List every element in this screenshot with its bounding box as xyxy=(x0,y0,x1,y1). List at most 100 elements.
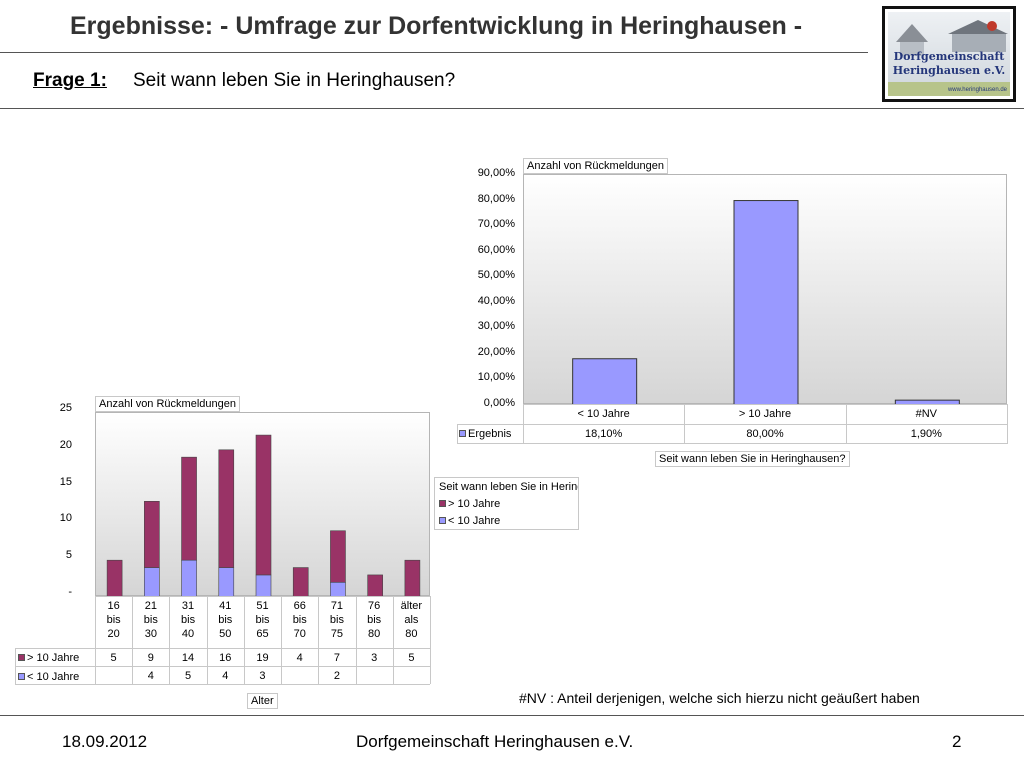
chart2-category-label-line: älter xyxy=(400,600,423,612)
chart2-field-tag[interactable]: Anzahl von Rückmeldungen xyxy=(95,396,240,412)
chart2-category-label: 76 bis 80 xyxy=(356,599,393,641)
chart2-table-swatch xyxy=(18,654,25,661)
chart2-table-line xyxy=(355,596,357,684)
chart2-legend: Seit wann leben Sie in Heringhausen? > 1… xyxy=(434,477,579,530)
chart2-category-label-line: bis xyxy=(367,614,382,626)
chart1-category-label: #NV xyxy=(915,408,938,420)
chart2-category-label-line: 50 xyxy=(219,628,232,640)
chart2-category-label-line: bis xyxy=(143,614,158,626)
chart1-field-tag[interactable]: Anzahl von Rückmeldungen xyxy=(523,158,668,174)
chart2-category-label-line: 20 xyxy=(107,628,120,640)
chart2-category-label-line: 76 xyxy=(368,600,381,612)
footer-page-number: 2 xyxy=(952,732,962,751)
chart1-x-field-tag[interactable]: Seit wann leben Sie in Heringhausen? xyxy=(655,451,850,467)
legend-title[interactable]: Seit wann leben Sie in Heringhausen? xyxy=(439,481,578,493)
question-divider xyxy=(0,108,1024,109)
chart2-value-under-10: 5 xyxy=(184,670,192,682)
chart2-bar-over-10 xyxy=(144,501,160,568)
chart2-y-tick-label: - xyxy=(68,586,72,598)
chart2-y-tick-label: 5 xyxy=(65,549,72,562)
chart2-bars xyxy=(106,434,421,597)
chart2-category-label: 31 bis 40 xyxy=(169,599,206,641)
chart1-y-tick-label: 90,00% xyxy=(477,167,515,179)
nv-note: #NV : Anteil derjenigen, welche sich hie… xyxy=(519,690,920,706)
chart2-category-label-line: 75 xyxy=(330,628,344,640)
chart2-category-label-line: 40 xyxy=(181,628,195,640)
chart2-value-over-10: 19 xyxy=(256,652,269,664)
chart2-category-label: 51 bis 65 xyxy=(244,599,281,641)
chart2-table-line xyxy=(15,648,16,684)
chart2-bar-under-10 xyxy=(218,567,235,597)
chart2-category-label-line: 21 xyxy=(144,600,157,612)
chart1-table-line xyxy=(457,424,458,444)
chart2-y-tick-label: 25 xyxy=(59,402,72,414)
logo-house-icon xyxy=(888,20,1010,96)
legend-swatch xyxy=(439,500,446,507)
legend-item-under-10: < 10 Jahre xyxy=(439,515,500,527)
chart2-category-label-line: 80 xyxy=(368,628,381,640)
header-divider xyxy=(0,52,868,53)
chart2-category-label-line: 31 xyxy=(181,600,195,612)
chart2-category-label: 66 bis 70 xyxy=(281,599,318,641)
chart2-bar-over-10 xyxy=(330,530,346,583)
chart2-bar-under-10 xyxy=(144,567,160,597)
slide-title: Ergebnisse: - Umfrage zur Dorfentwicklun… xyxy=(70,12,803,40)
chart1-table-line xyxy=(457,424,1007,425)
chart1-y-tick-label: 40,00% xyxy=(477,294,515,307)
chart1-table-line xyxy=(523,404,524,444)
chart2-table-series-legend: > 10 Jahre xyxy=(18,651,79,665)
chart1-value-label: 1,90% xyxy=(910,428,942,440)
legend-label: < 10 Jahre xyxy=(448,515,501,527)
chart2-bar-over-10 xyxy=(106,559,123,597)
chart2-category-label: 71 bis 75 xyxy=(318,599,355,641)
chart2-y-tick-label: 15 xyxy=(59,475,72,488)
chart2-table-series-legend: < 10 Jahre xyxy=(18,670,79,684)
chart2-table-series-name: < 10 Jahre xyxy=(27,671,80,683)
chart1-table-line xyxy=(457,443,1007,444)
chart1-y-tick-label: 20,00% xyxy=(477,345,515,358)
chart2-table-line xyxy=(15,666,430,667)
chart2-category-label-line: 66 xyxy=(293,600,306,612)
chart1-table-line xyxy=(523,404,1007,405)
chart2-value-under-10: 3 xyxy=(259,670,266,682)
footer-organization: Dorfgemeinschaft Heringhausen e.V. xyxy=(356,732,634,751)
chart2-value-under-10: 4 xyxy=(147,670,154,682)
chart2-category-label-line: 41 xyxy=(219,600,232,612)
chart2-category-label-line: bis xyxy=(292,614,307,626)
chart1-y-tick-label: 50,00% xyxy=(477,269,515,282)
chart2-table-line xyxy=(95,596,430,597)
logo-url: www.heringhausen.de xyxy=(947,87,1007,93)
logo: Dorfgemeinschaft Heringhausen e.V. www.h… xyxy=(882,6,1016,102)
chart2-bar-under-10 xyxy=(330,581,346,597)
chart2-x-field-tag[interactable]: Alter xyxy=(247,693,278,709)
chart2-value-over-10: 5 xyxy=(110,652,117,664)
chart1-series-name: Ergebnis xyxy=(468,428,512,440)
chart2-value-over-10: 16 xyxy=(219,652,232,664)
chart2-category-label-line: bis xyxy=(106,614,121,626)
chart1-table-line xyxy=(845,404,847,444)
legend-label: > 10 Jahre xyxy=(448,498,501,510)
chart1-table-line xyxy=(684,404,686,444)
chart2-table-line xyxy=(318,596,320,684)
chart1-bar xyxy=(733,200,799,405)
chart2-y-tick-label: 20 xyxy=(59,438,72,451)
chart2-bar-over-10 xyxy=(404,559,421,597)
chart1-bars xyxy=(572,200,960,405)
chart2-bar-over-10 xyxy=(367,574,383,597)
legend-item-over-10: > 10 Jahre xyxy=(439,498,500,510)
chart2-category-label: älter als 80 xyxy=(393,599,430,641)
chart2-value-over-10: 7 xyxy=(333,652,340,664)
chart2-bar-under-10 xyxy=(255,574,272,597)
chart2-table-line xyxy=(392,596,394,684)
chart2-category-label-line: bis xyxy=(255,614,270,626)
chart1-series-swatch xyxy=(459,430,466,437)
chart2-table-line xyxy=(95,596,96,684)
chart2-bar-over-10 xyxy=(181,456,197,561)
chart2-category-label-line: 51 xyxy=(256,600,269,612)
chart1-series-legend: Ergebnis xyxy=(459,427,511,441)
chart1-value-label: 80,00% xyxy=(746,428,784,440)
chart2-table-swatch xyxy=(18,673,25,680)
chart2-category-label: 21 bis 30 xyxy=(132,599,169,641)
chart1-y-tick-label: 60,00% xyxy=(477,243,515,256)
chart1-bar xyxy=(572,358,638,405)
